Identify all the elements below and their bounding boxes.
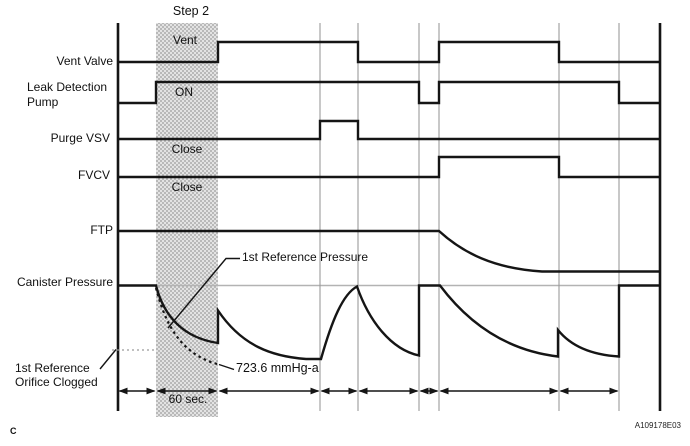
dimension-arrowhead [429, 387, 439, 395]
step2-title: Step 2 [172, 4, 210, 18]
state-label-close-fvcv: Close [171, 180, 203, 194]
signal-label-leak-detection-line2: Pump [27, 95, 59, 109]
dimension-arrowhead [156, 387, 166, 395]
signal-label-vent-valve: Vent Valve [56, 54, 113, 68]
state-label-close-purge: Close [171, 142, 203, 156]
signal-label-leak-detection-line1: Leak Detection [27, 80, 108, 94]
corner-mark: C [10, 426, 17, 436]
signal-label-purge-vsv: Purge VSV [50, 131, 110, 145]
dimension-arrowhead [559, 387, 569, 395]
clogged-pressure-dotted-curve [154, 287, 220, 366]
annotation-first-reference-pressure: 1st Reference Pressure [242, 250, 369, 264]
dimension-arrowhead [549, 387, 559, 395]
dimension-arrowhead [146, 387, 156, 395]
signal-label-fvcv: FVCV [77, 168, 110, 182]
dimension-arrowhead [439, 387, 449, 395]
dimension-arrowhead [208, 387, 218, 395]
signal-label-leak-detection-pump: Leak Detection Pump [27, 80, 107, 110]
waveform-purge-vsv [118, 119, 660, 141]
dimension-arrowhead [358, 387, 368, 395]
leader-ref-pressure [167, 257, 240, 329]
dimension-arrowhead [218, 387, 228, 395]
waveform-canister-pressure [118, 284, 660, 361]
dimension-arrowhead [348, 387, 358, 395]
dimension-arrowhead [419, 387, 429, 395]
annotation-orifice-clogged-line2: Orifice Clogged [15, 374, 98, 389]
annotation-reference-value: 723.6 mmHg-a [236, 361, 319, 375]
dimension-arrowhead [320, 387, 330, 395]
state-label-on: ON [175, 85, 193, 99]
waveform-fvcv [118, 155, 660, 179]
dimension-arrowhead [118, 387, 128, 395]
leader-clogged [99, 349, 117, 370]
leader-ref-value [218, 363, 235, 371]
step2-shaded-region [156, 23, 218, 417]
annotation-orifice-clogged-line1: 1st Reference [15, 361, 90, 375]
waveform-vent-valve [118, 40, 660, 64]
annotation-orifice-clogged: 1st Reference Orifice Clogged [15, 361, 98, 389]
duration-label: 60 sec. [168, 392, 208, 406]
signal-label-ftp: FTP [90, 223, 113, 237]
dimension-arrowhead [609, 387, 619, 395]
waveform-leak-detection-pump [118, 80, 660, 105]
dimension-arrowhead [409, 387, 419, 395]
state-label-vent: Vent [172, 33, 198, 47]
signal-label-canister-pressure: Canister Pressure [16, 275, 113, 289]
waveform-ftp [118, 229, 660, 273]
doc-code: A109178E03 [634, 421, 681, 430]
dimension-arrowhead [310, 387, 320, 395]
